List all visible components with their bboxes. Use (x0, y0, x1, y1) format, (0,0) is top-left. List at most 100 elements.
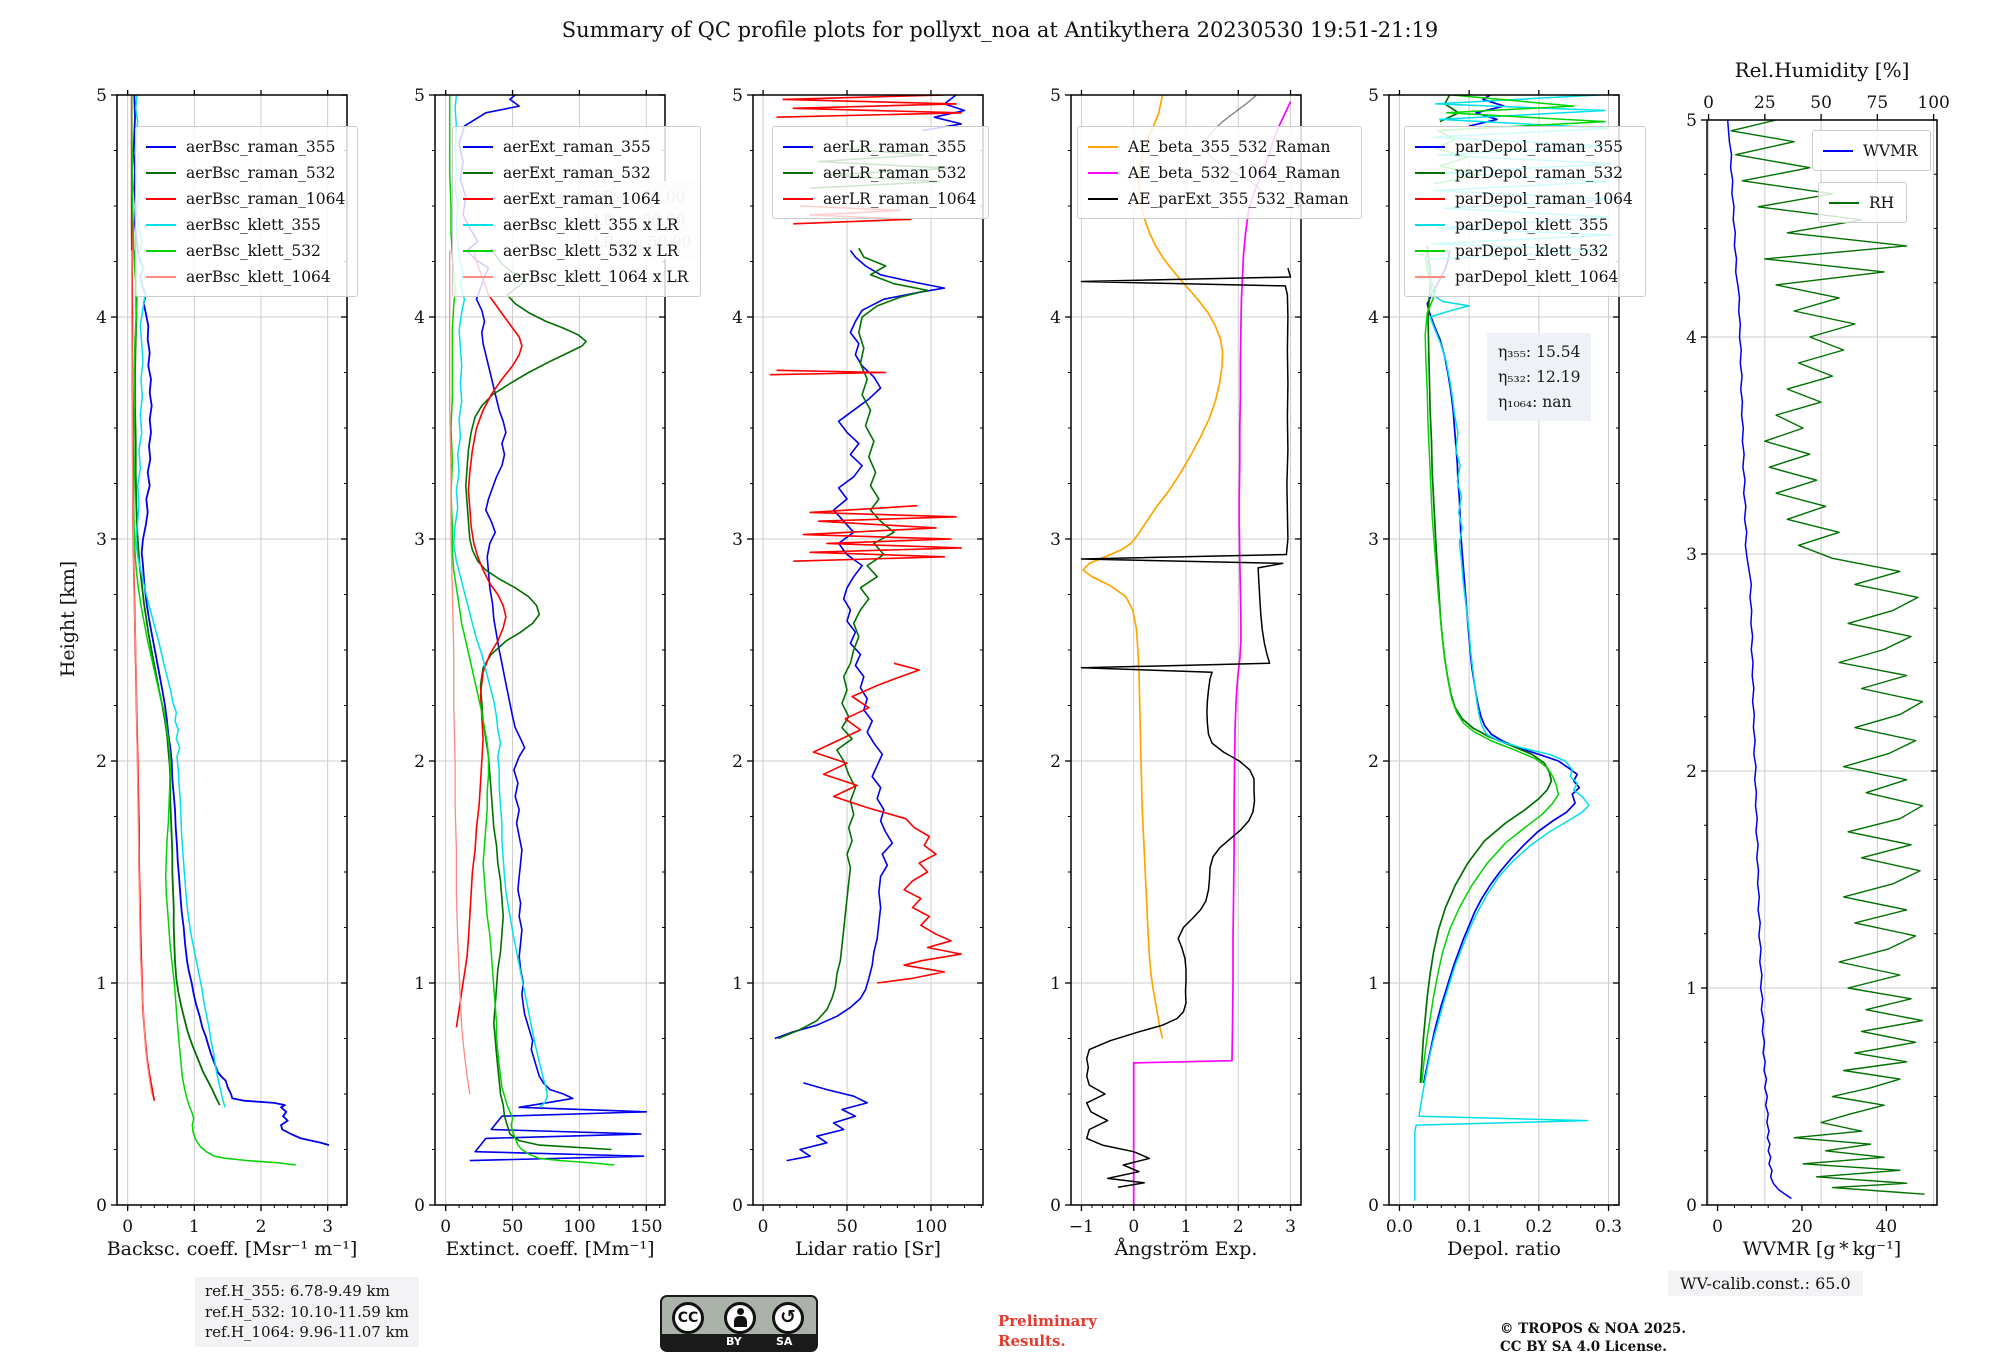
legend-extinction: aerExt_raman_355 aerExt_raman_532 aerExt_r… (452, 126, 702, 297)
tick-label: 1 (1368, 974, 1379, 994)
legend-depol: parDepol_raman_355 parDepol_raman_532 parD… (1404, 126, 1646, 297)
tick-label: 3 (1368, 530, 1379, 550)
legend-backscatter: aerBsc_raman_355 aerBsc_raman_532 aerBsc_r… (135, 126, 359, 297)
legend-label: WVMR (1863, 142, 1918, 160)
tick-label: 3 (732, 530, 743, 550)
legend-label: aerBsc_raman_1064 (186, 190, 346, 208)
tick-label: 0 (1368, 1196, 1379, 1216)
legend-entry: aerExt_raman_532 (463, 160, 688, 186)
legend-line-sample (463, 250, 493, 252)
legend-label: aerBsc_klett_532 x LR (503, 242, 679, 260)
tick-label: 0 (1050, 1196, 1061, 1216)
ref-height-1064: ref.H_1064: 9.96-11.07 km (205, 1323, 409, 1342)
tick-label: 100 (915, 1217, 947, 1237)
wv-calibration-constant: WV-calib.const.: 65.0 (1668, 1271, 1863, 1296)
xlabel-extinction: Extinct. coeff. [Mm⁻¹] (445, 1238, 655, 1260)
tick-label: 2 (1233, 1217, 1244, 1237)
tick-label: 5 (414, 86, 425, 106)
tick-label: 4 (414, 308, 425, 328)
preliminary-line-2: Results. (998, 1331, 1066, 1350)
legend-line-sample (463, 276, 493, 278)
annotation-line: η₅₃₂: 12.19 (1498, 367, 1581, 386)
tick-label: 100 (1917, 93, 1949, 113)
tick-label: 0 (1686, 1196, 1697, 1216)
legend-line-sample (1415, 276, 1445, 278)
legend-line-sample (146, 224, 176, 226)
legend-entry: aerLR_raman_1064 (783, 186, 976, 212)
legend-label: AE_parExt_355_532_Raman (1128, 190, 1349, 208)
tick-label: 0 (1703, 93, 1714, 113)
tick-label: 0.3 (1595, 1217, 1622, 1237)
share-alike-arrow-icon: ↺ (772, 1302, 804, 1334)
cc-by-label: BY (726, 1335, 742, 1348)
legend-entry: aerBsc_klett_1064 x LR (463, 264, 688, 290)
preliminary-results-note: Preliminary Results. (998, 1312, 1097, 1351)
tick-label: 5 (732, 86, 743, 106)
legend-entry: WVMR (1823, 138, 1918, 164)
legend-line-sample (783, 198, 813, 200)
legend-label: aerLR_raman_532 (823, 164, 967, 182)
tick-label: 2 (414, 752, 425, 772)
xlabel-backscatter: Backsc. coeff. [Msr⁻¹ m⁻¹] (106, 1238, 358, 1260)
preliminary-line-1: Preliminary (998, 1312, 1097, 1330)
series-aerLR_raman_355 (774, 95, 966, 1162)
legend-label: RH (1869, 194, 1895, 212)
legend-label: parDepol_klett_532 (1455, 242, 1609, 260)
legend-line-sample (1415, 250, 1445, 252)
cc-sa-label: SA (776, 1335, 793, 1348)
eta-annotation: η₃₅₅: 15.54 η₅₃₂: 12.19 η₁₀₆₄: nan (1487, 333, 1592, 422)
series-aerExt_raman_1064 (455, 250, 523, 1028)
series-AE_beta_355_532_Raman (1082, 95, 1224, 1039)
tick-label: 3 (1686, 545, 1697, 565)
legend-line-sample (1823, 150, 1853, 152)
tick-label: 20 (1791, 1217, 1813, 1237)
tick-label: 0 (440, 1217, 451, 1237)
series-aerBsc_klett_1064 x LR (449, 250, 471, 1095)
tick-label: 4 (1368, 308, 1379, 328)
tick-label: 50 (1810, 93, 1832, 113)
tick-label: 0 (96, 1196, 107, 1216)
legend-entry: aerBsc_klett_1064 (146, 264, 345, 290)
legend-lidar-ratio: aerLR_raman_355 aerLR_raman_532 aerLR_rama… (772, 126, 990, 219)
subplot-backscatter: 0 1 2 3 0 1 2 3 4 5 (96, 86, 348, 1237)
tick-label: 1 (1686, 979, 1697, 999)
tick-label: 40 (1876, 1217, 1898, 1237)
attribution-person-icon (724, 1302, 756, 1334)
tick-label: 1 (414, 974, 425, 994)
tick-label: 2 (732, 752, 743, 772)
tick-label: 100 (563, 1217, 595, 1237)
legend-entry: aerLR_raman_355 (783, 134, 976, 160)
series-aerLR_raman_532 (777, 147, 952, 1040)
tick-label: 0 (414, 1196, 425, 1216)
legend-label: aerLR_raman_1064 (823, 190, 977, 208)
tick-label: 5 (1050, 86, 1061, 106)
tick-label: 4 (732, 308, 743, 328)
legend-entry: parDepol_klett_1064 (1415, 264, 1633, 290)
xlabel-depol: Depol. ratio (1447, 1238, 1561, 1260)
copyright-line-2: CC BY SA 4.0 License. (1500, 1339, 1667, 1356)
annotation-line: η₃₅₅: 15.54 (1498, 343, 1581, 361)
xlabel-lidar-ratio: Lidar ratio [Sr] (795, 1238, 941, 1260)
tick-label: 2 (256, 1217, 267, 1237)
series-aerBsc_klett_1064 (131, 250, 153, 1095)
tick-label: 3 (414, 530, 425, 550)
legend-entry: aerBsc_raman_355 (146, 134, 345, 160)
series-aerExt_raman_532 (465, 247, 612, 1151)
tick-label: 3 (1050, 530, 1061, 550)
series-WVMR (1726, 120, 1792, 1200)
tick-label: 0.0 (1386, 1217, 1413, 1237)
legend-entry: AE_parExt_355_532_Raman (1088, 186, 1349, 212)
legend-label: aerExt_raman_1064 (503, 190, 661, 208)
tick-label: 0 (758, 1217, 769, 1237)
legend-entry: parDepol_raman_1064 (1415, 186, 1633, 212)
legend-entry: parDepol_raman_532 (1415, 160, 1633, 186)
legend-entry: aerBsc_klett_355 (146, 212, 345, 238)
legend-line-sample (146, 198, 176, 200)
legend-label: aerBsc_klett_1064 x LR (503, 268, 689, 286)
legend-label: aerLR_raman_355 (823, 138, 967, 156)
legend-line-sample (1088, 172, 1118, 174)
top-axis-label: Rel.Humidity [%] (1734, 58, 1910, 82)
tick-label: 3 (96, 530, 107, 550)
series-AE_parExt_355_532_Raman (1080, 267, 1292, 1188)
